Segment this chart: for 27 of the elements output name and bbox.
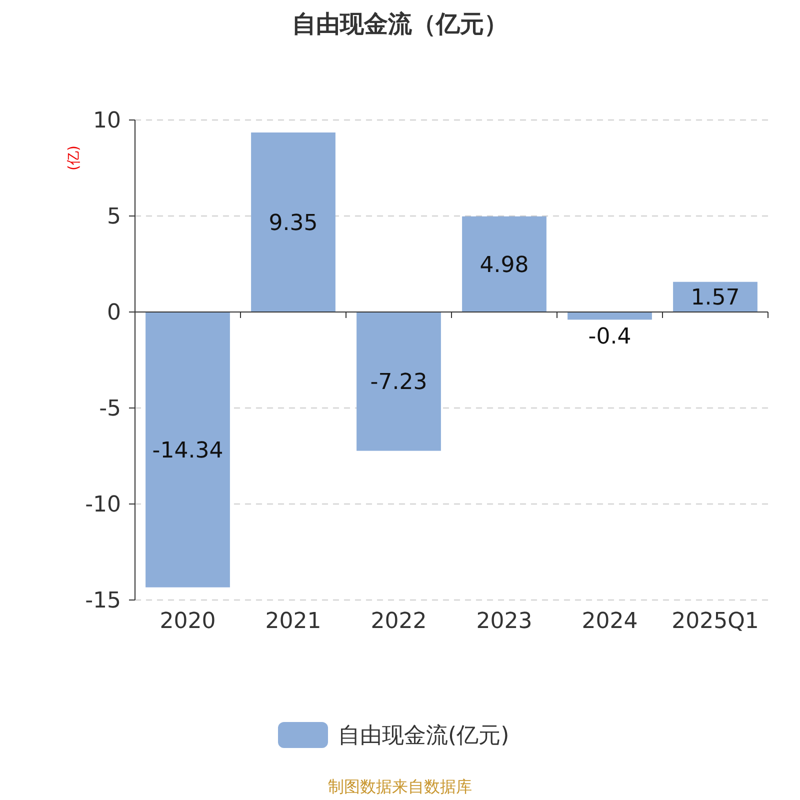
bar (251, 132, 336, 312)
y-axis-title: (亿) (66, 146, 82, 170)
legend-label: 自由现金流(亿元) (338, 724, 510, 749)
bar (568, 312, 652, 320)
y-tick-label: 5 (107, 204, 121, 230)
text: 制图数据来自数据库 (328, 777, 472, 796)
y-tick-label: -5 (99, 396, 121, 422)
data-label: 9.35 (268, 210, 318, 236)
x-tick-label: 2021 (265, 609, 322, 634)
y-tick-label: 10 (93, 108, 121, 134)
data-label: 1.57 (690, 286, 740, 311)
bar (356, 312, 441, 451)
x-tick-label: 2023 (476, 609, 532, 634)
data-label: -14.34 (152, 438, 224, 464)
bar (146, 312, 230, 588)
bar (462, 216, 546, 312)
chart-title: 自由现金流（亿元） (292, 10, 508, 38)
y-tick-label: -10 (85, 492, 121, 518)
y-tick-label: 0 (107, 300, 121, 326)
x-tick-label: 2025Q1 (672, 609, 759, 634)
x-tick-label: 2024 (582, 609, 638, 634)
y-tick-label: -15 (85, 588, 121, 614)
data-label: -7.23 (370, 370, 428, 396)
data-label: 4.98 (480, 252, 529, 278)
x-tick-label: 2020 (160, 609, 216, 634)
data-label: -0.4 (588, 324, 632, 350)
x-tick-label: 2022 (370, 609, 427, 634)
